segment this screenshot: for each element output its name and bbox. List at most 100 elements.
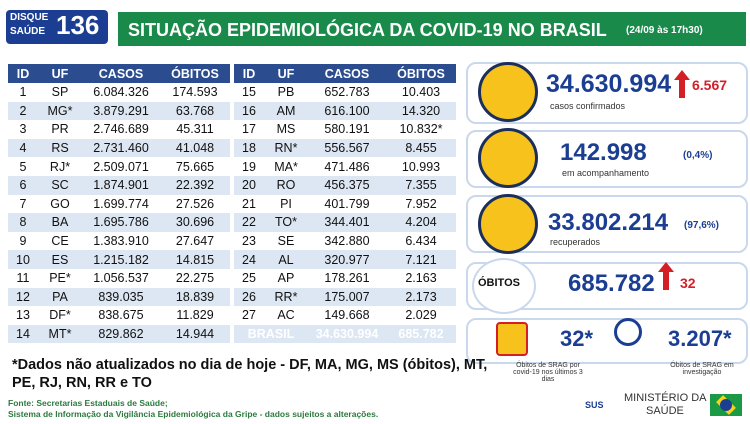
column-header: UF — [51, 66, 69, 81]
cell: 9 — [19, 234, 27, 249]
cell: 6.434 — [405, 234, 437, 249]
cell: DF* — [49, 308, 71, 323]
cell: 556.567 — [324, 141, 370, 156]
cell: 10 — [16, 252, 30, 267]
cell: 652.783 — [324, 85, 370, 100]
source: Sistema de Informação da Vigilância Epid… — [8, 409, 379, 419]
table-row: 22 TO* 344.401 4.204 — [234, 213, 456, 232]
cell: 19 — [242, 159, 256, 174]
cell: 1.215.182 — [93, 252, 149, 267]
confirmed-change: 6.567 — [692, 77, 728, 93]
arrow-stem — [679, 80, 685, 98]
cell: 7 — [19, 196, 27, 211]
table-row: 7 GO 1.699.774 27.526 — [8, 195, 230, 214]
cell: 22.275 — [175, 271, 215, 286]
cell: 7.121 — [405, 252, 437, 267]
icon-magnifier — [614, 318, 642, 346]
table-row: 1 SP 6.084.326 174.593 — [8, 83, 230, 102]
cell: 3 — [19, 122, 27, 137]
cell: 18.839 — [175, 289, 215, 304]
cell: 27.526 — [175, 196, 215, 211]
cell: 1 — [19, 85, 27, 100]
cell: 27.647 — [175, 234, 215, 249]
cell: RN* — [274, 141, 298, 156]
cell: 22 — [242, 215, 256, 230]
logo-bottom: SAÚDE — [10, 26, 46, 37]
table-row: 4 RS 2.731.460 41.048 — [8, 138, 230, 158]
cell: 11.829 — [176, 308, 214, 323]
cell: 1.874.901 — [93, 178, 149, 193]
cell: MG* — [47, 103, 73, 118]
investigation-value: 3.207* — [668, 326, 732, 351]
cell: 13 — [16, 308, 30, 323]
cell: 2.746.689 — [93, 122, 149, 137]
cell: TO* — [275, 215, 297, 230]
cell: 30.696 — [175, 215, 215, 230]
column-header: ÓBITOS — [397, 66, 445, 81]
card-confirmed — [466, 62, 748, 124]
cell: 2.509.071 — [93, 159, 149, 174]
date: (24/09 às 17h30) — [626, 25, 703, 36]
cell: SP — [51, 85, 69, 100]
table-row: 13 DF* 838.675 11.829 — [8, 306, 230, 325]
cell: 320.977 — [324, 252, 370, 267]
cell: AC — [277, 308, 295, 323]
table-row: 10 ES 1.215.182 14.815 — [8, 250, 230, 269]
column-header: ID — [16, 66, 30, 81]
cell: 7.952 — [405, 196, 437, 211]
table-right: ID UF CASOS ÓBITOS 15 PB 652.783 10.403 16 AM 616.… — [234, 64, 456, 344]
table-row: 20 RO 456.375 7.355 — [234, 175, 456, 195]
cell: 14.815 — [175, 252, 215, 267]
cell: 26 — [242, 289, 256, 304]
cell: 838.675 — [98, 308, 144, 323]
cell: PE* — [49, 271, 71, 286]
cell: 45.311 — [176, 122, 214, 137]
cell: 14.320 — [401, 103, 441, 118]
cell: 2 — [19, 103, 27, 118]
title: SITUAÇÃO EPIDEMIOLÓGICA DA COVID-19 NO B… — [128, 20, 607, 40]
cell: 342.880 — [324, 234, 370, 249]
cell: MA* — [274, 159, 298, 174]
cell: 401.799 — [324, 196, 370, 211]
cell: AM — [276, 103, 296, 118]
cell: 580.191 — [324, 122, 370, 137]
cell: 178.261 — [324, 271, 370, 286]
cell: SE — [277, 234, 295, 249]
cell: 1.383.910 — [93, 234, 149, 249]
cell: 12 — [16, 289, 30, 304]
sus-logo: SUS — [585, 400, 604, 410]
cell: 2.163 — [405, 271, 437, 286]
ministry: MINISTÉRIO DA — [624, 392, 707, 404]
cell: 34.630.994 — [315, 327, 379, 342]
cell: BRASIL — [247, 327, 295, 342]
cell: 8 — [19, 215, 27, 230]
cell: 63.768 — [175, 103, 215, 118]
deaths-value: 685.782 — [568, 270, 655, 297]
monitoring-value: 142.998 — [560, 139, 647, 166]
cell: 16 — [242, 103, 256, 118]
arrow-stem — [663, 272, 669, 290]
cell: 5 — [19, 159, 27, 174]
header-row: ID UF CASOS ÓBITOS — [234, 64, 456, 83]
srag-label: Óbitos de SRAG por covid-19 nos últimos … — [513, 362, 583, 383]
cell: 344.401 — [324, 215, 370, 230]
cell: 2.731.460 — [93, 141, 149, 156]
arrow-up — [658, 262, 674, 272]
table-row: 21 PI 401.799 7.952 — [234, 195, 456, 214]
cell: 1.695.786 — [93, 215, 149, 230]
table-row: 16 AM 616.100 14.320 — [234, 101, 456, 121]
cell: PB — [277, 85, 295, 100]
recovered-value: 33.802.214 — [548, 209, 669, 236]
logo — [6, 10, 108, 44]
cell: 1.056.537 — [93, 271, 149, 286]
cell: 14 — [16, 327, 30, 342]
deaths-change: 32 — [680, 275, 696, 291]
arrow-up — [674, 70, 690, 80]
recovered-pct: (97,6%) — [684, 220, 720, 231]
cell: 11 — [16, 271, 30, 286]
card-srag — [466, 318, 748, 364]
recovered-label: recuperados — [550, 237, 601, 247]
cell: RO — [276, 178, 296, 193]
cell: 616.100 — [324, 103, 370, 118]
